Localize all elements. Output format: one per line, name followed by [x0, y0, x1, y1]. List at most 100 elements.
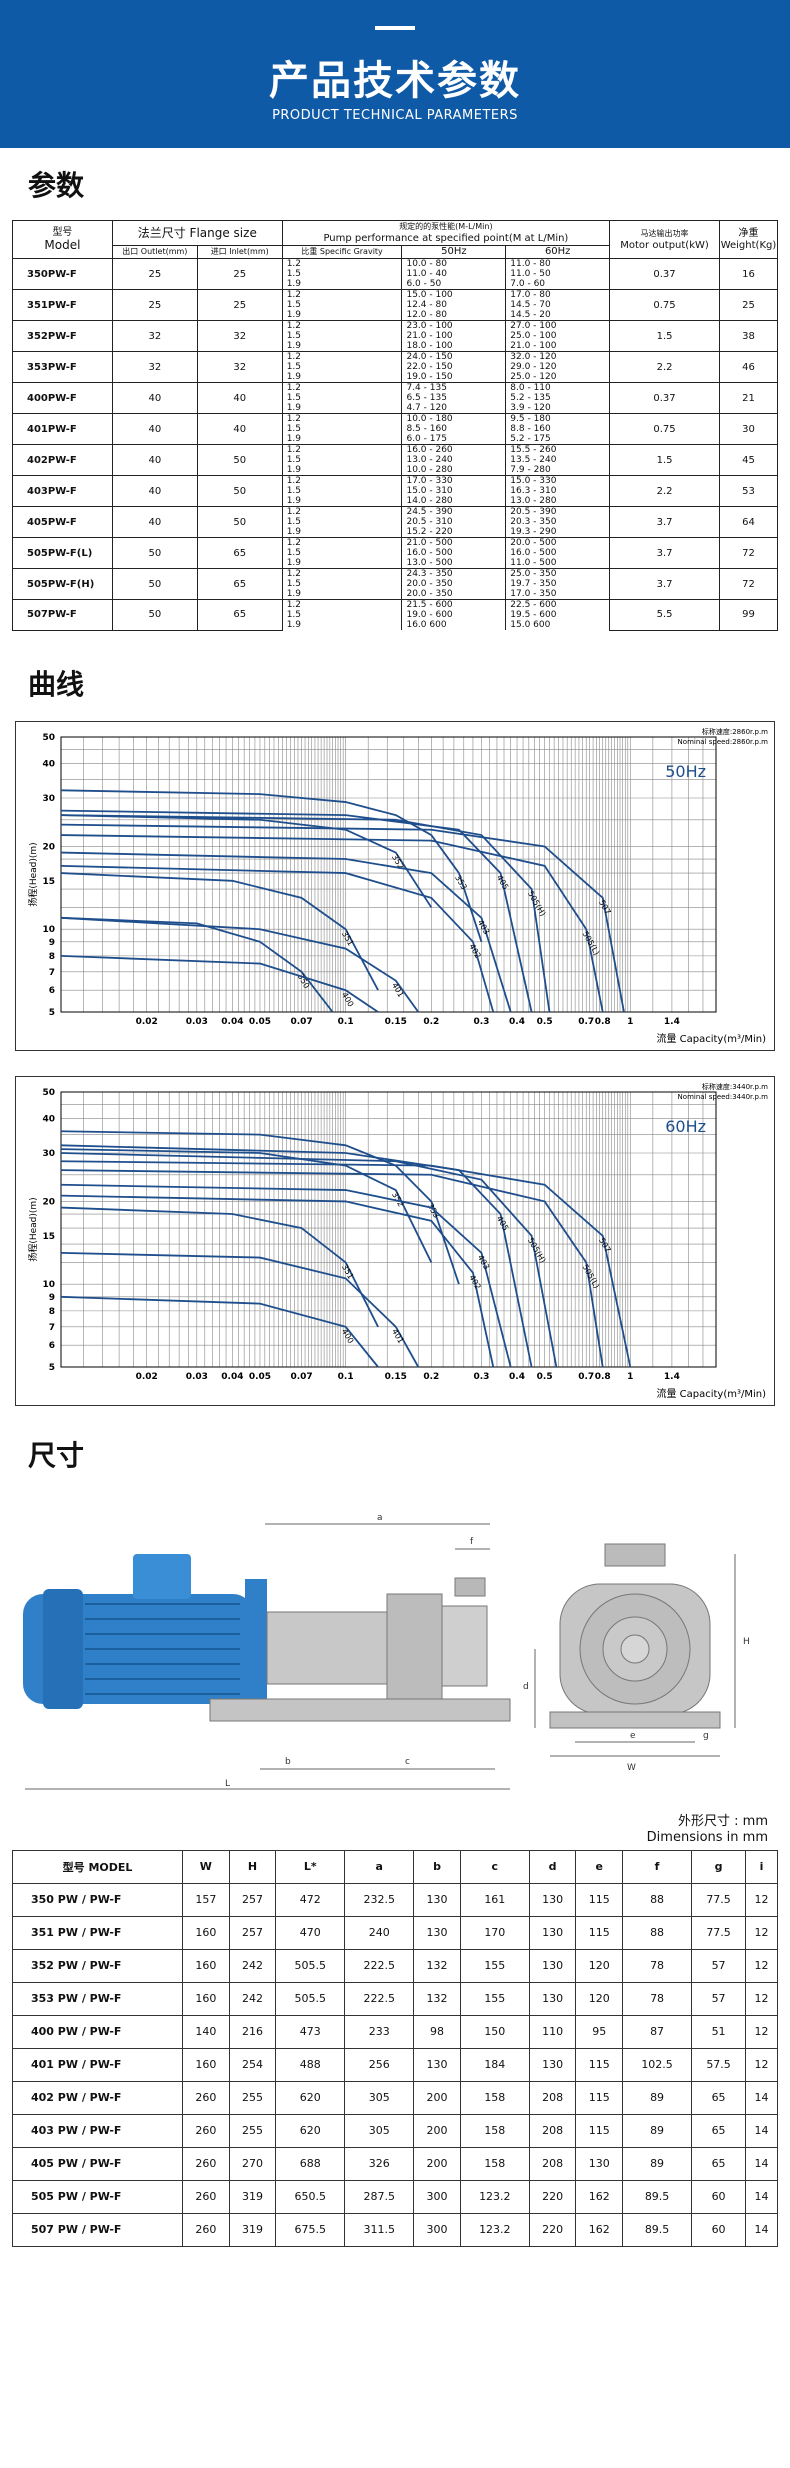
spec-cell-60hz: 25.0 - 120 — [505, 372, 611, 383]
dim-cell: 488 — [275, 2047, 346, 2082]
spec-row: 1.9 20.0 - 350 17.0 - 350 — [13, 589, 778, 600]
y-tick-label: 30 — [42, 1149, 55, 1159]
dim-cell-model: 352 PW / PW-F — [12, 1948, 183, 1983]
spec-cell-60hz: 7.9 - 280 — [505, 465, 611, 476]
spec-cell-gravity: 1.5 — [281, 486, 403, 496]
dim-cell: 120 — [575, 1948, 624, 1983]
spec-cell-50hz: 16.0 - 500 — [401, 548, 507, 558]
spec-row: 1.5 15.0 - 310 16.3 - 310 — [13, 486, 778, 496]
spec-cell-outlet: 40 — [111, 382, 198, 414]
dim-cell: 14 — [745, 2113, 778, 2148]
x-tick-label: 0.05 — [249, 1017, 271, 1027]
pump-drawing-svg: a f b c L W H d e g — [23, 1513, 750, 1789]
series-line-403 — [60, 1183, 512, 1367]
series-line-505(L) — [60, 1168, 604, 1367]
dim-cell-model: 353 PW / PW-F — [12, 1981, 183, 2016]
header-banner: 产品技术参数 PRODUCT TECHNICAL PARAMETERS — [0, 0, 790, 148]
spec-cell-motor: 3.7 — [609, 506, 720, 538]
spec-row: 1.9 15.2 - 220 19.3 - 290 — [13, 527, 778, 538]
spec-cell-gravity: 1.5 — [281, 331, 403, 341]
dim-cell: 12 — [745, 1882, 778, 1917]
x-axis-label: 流量 Capacity(m³/Min) — [656, 1387, 766, 1400]
spec-cell-60hz: 8.8 - 160 — [505, 424, 611, 434]
spec-cell-50hz: 20.0 - 350 — [401, 579, 507, 589]
banner-divider — [375, 26, 415, 30]
spec-cell-gravity: 1.5 — [281, 548, 403, 558]
spec-cell-60hz: 32.0 - 120 — [505, 351, 611, 362]
dim-cell: 77.5 — [691, 1882, 747, 1917]
dim-cell: 158 — [459, 2146, 530, 2181]
spec-header-weight-en: Weight(Kg) — [720, 239, 777, 251]
series-label: 402 — [467, 1273, 482, 1291]
spec-cell-outlet: 40 — [111, 444, 198, 476]
dim-cell: 220 — [528, 2179, 577, 2214]
spec-cell-outlet: 25 — [111, 258, 198, 290]
dim-cell: 470 — [275, 1915, 346, 1950]
series-line-403 — [60, 851, 512, 1012]
dim-cell: 130 — [528, 1915, 577, 1950]
series-line-507 — [60, 1159, 632, 1367]
spec-header-gravity: 比重 Specific Gravity — [281, 245, 403, 259]
dim-cell: 89 — [622, 2080, 693, 2115]
spec-cell-inlet: 40 — [196, 382, 283, 414]
spec-cell-gravity: 1.2 — [281, 599, 403, 610]
dim-cell: 78 — [622, 1948, 693, 1983]
x-tick-label: 0.5 — [537, 1017, 553, 1027]
spec-cell-outlet: 50 — [111, 599, 198, 631]
spec-cell-60hz: 16.0 - 500 — [505, 548, 611, 558]
spec-cell-60hz: 11.0 - 80 — [505, 258, 611, 269]
spec-cell-weight: 45 — [718, 444, 779, 476]
dim-cell: 89 — [622, 2113, 693, 2148]
spec-cell-model: 505PW-F(L) — [12, 537, 113, 569]
performance-chart-60hz: 5 6 7 8 9 10 15 20 30 40 50 0.02 0.03 0.04 0.05 0.07 0.1… — [15, 1075, 775, 1406]
spec-cell-motor: 3.7 — [609, 568, 720, 600]
dim-cell: 260 — [182, 2080, 230, 2115]
spec-cell-motor: 0.37 — [609, 258, 720, 290]
dim-cell: 650.5 — [275, 2179, 346, 2214]
dim-cell: 14 — [745, 2179, 778, 2214]
dim-cell: 57 — [691, 1981, 747, 2016]
dim-cell: 14 — [745, 2212, 778, 2247]
spec-cell-gravity: 1.9 — [281, 434, 403, 445]
frequency-label: 50Hz — [665, 762, 706, 781]
spec-cell-gravity: 1.9 — [281, 372, 403, 383]
spec-cell-gravity: 1.2 — [281, 506, 403, 517]
spec-cell-gravity: 1.5 — [281, 424, 403, 434]
y-tick-label: 5 — [49, 1363, 55, 1373]
series-line-402 — [60, 1194, 495, 1367]
dim-cell: 65 — [691, 2080, 747, 2115]
dim-cell-model: 507 PW / PW-F — [12, 2212, 183, 2247]
spec-cell-60hz: 19.5 - 600 — [505, 610, 611, 620]
dim-cell: 160 — [182, 2047, 230, 2082]
spec-cell-60hz: 14.5 - 20 — [505, 310, 611, 321]
spec-cell-50hz: 24.3 - 350 — [401, 568, 507, 579]
x-tick-label: 0.15 — [385, 1017, 407, 1027]
section-title-curves: 曲线 — [28, 667, 85, 701]
dim-header-cell: c — [459, 1849, 530, 1884]
spec-cell-60hz: 20.0 - 500 — [505, 537, 611, 548]
dim-cell: 130 — [413, 1882, 461, 1917]
spec-cell-motor: 2.2 — [609, 351, 720, 383]
spec-cell-model: 507PW-F — [12, 599, 113, 631]
series-label: 353 — [426, 1201, 441, 1219]
dim-cell-model: 400 PW / PW-F — [12, 2014, 183, 2049]
y-tick-label: 50 — [42, 733, 55, 743]
dim-cell: 220 — [528, 2212, 577, 2247]
dim-cell: 115 — [575, 2047, 624, 2082]
spec-cell-weight: 72 — [718, 537, 779, 569]
dim-cell: 88 — [622, 1882, 693, 1917]
dim-cell-model: 403 PW / PW-F — [12, 2113, 183, 2148]
x-tick-label: 0.4 — [509, 1372, 525, 1382]
spec-cell-inlet: 50 — [196, 475, 283, 507]
dim-header-cell: g — [691, 1849, 747, 1884]
dim-cell: 65 — [691, 2146, 747, 2181]
dim-cell: 130 — [528, 1981, 577, 2016]
series-line-402 — [60, 864, 495, 1012]
spec-header-50hz: 50Hz — [401, 245, 507, 259]
pump-front-view — [549, 1543, 721, 1728]
spec-row: 1.5 19.0 - 600 19.5 - 600 — [13, 610, 778, 620]
spec-cell-gravity: 1.9 — [281, 279, 403, 290]
y-tick-label: 50 — [42, 1088, 55, 1098]
dim-cell: 255 — [228, 2113, 277, 2148]
dim-cell-model: 405 PW / PW-F — [12, 2146, 183, 2181]
